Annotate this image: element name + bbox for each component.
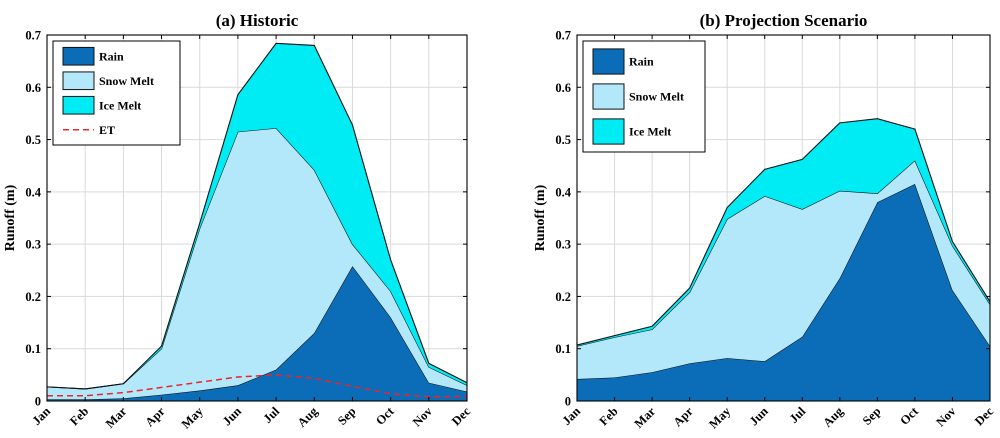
area-rain: [47, 266, 467, 401]
x-tick-label: Oct: [897, 404, 921, 428]
y-tick-label: 0.1: [25, 342, 41, 356]
y-tick-label: 0.3: [25, 238, 41, 252]
x-tick-label: Jul: [787, 404, 809, 426]
area-snow-melt: [577, 160, 990, 380]
area-edge-ice-melt: [46, 42, 468, 390]
chart-panel-a: 0 0.1 0.2 0.3 0.4 0.5 0.6 0.7 Jan Feb Mar Apr May Jun…: [3, 11, 473, 431]
line-et: [47, 374, 468, 398]
axes-frame: [46, 34, 468, 402]
legend-label: Ice Melt: [99, 98, 141, 112]
area-edge-ice-melt: [576, 118, 991, 346]
area-snow-melt: [47, 128, 467, 400]
x-tick-label: Aug: [820, 404, 846, 430]
areas: [46, 42, 468, 401]
area-ice-melt: [577, 118, 990, 347]
legend-label: Rain: [99, 49, 124, 63]
legend-swatch: [592, 48, 625, 75]
x-tick-label: Jul: [261, 404, 283, 426]
y-tick-label: 0.7: [25, 29, 41, 43]
x-tick-label: Apr: [143, 404, 168, 429]
x-tick-label: Mar: [103, 404, 130, 431]
x-tick-label: May: [706, 404, 734, 432]
y-tick-label: 0.6: [555, 81, 571, 95]
area-rain: [577, 184, 990, 401]
x-tick-label: Dec: [972, 404, 996, 428]
y-tick-label: 0.5: [555, 133, 571, 147]
y-tick-label: 0.2: [25, 290, 41, 304]
x-tick-label: Apr: [671, 404, 696, 429]
x-tick-label: Sep: [335, 404, 359, 428]
y-tick-label: 0.7: [555, 29, 571, 43]
legend-label: Rain: [629, 55, 654, 69]
chart-title: (a) Historic: [216, 11, 299, 30]
y-tick-label: 0.5: [25, 133, 41, 147]
x-tick-label: Dec: [449, 404, 473, 428]
legend: Rain Snow Melt Ice Melt: [582, 40, 706, 153]
y-tick-label: 0: [35, 395, 41, 409]
x-tick-label: Sep: [860, 404, 884, 428]
x-tick-label: Jan: [559, 404, 583, 428]
legend-label: Snow Melt: [99, 74, 154, 88]
y-axis: 0 0.1 0.2 0.3 0.4 0.5 0.6 0.7: [555, 29, 990, 409]
y-tick-label: 0.6: [25, 81, 41, 95]
legend-swatch: [62, 95, 95, 115]
x-tick-label: Aug: [295, 404, 321, 430]
x-tick-label: Jun: [220, 404, 244, 428]
legend-swatch: [62, 46, 95, 66]
axes-frame: [576, 34, 991, 402]
x-tick-label: Oct: [373, 404, 397, 428]
y-tick-label: 0.3: [555, 238, 571, 252]
y-tick-label: 0.4: [555, 185, 571, 199]
areas: [576, 118, 991, 401]
y-tick-label: 0: [565, 395, 571, 409]
y-axis: 0 0.1 0.2 0.3 0.4 0.5 0.6 0.7: [25, 29, 467, 409]
x-tick-label: Nov: [410, 404, 436, 430]
x-tick-label: Nov: [933, 404, 959, 430]
y-tick-label: 0.4: [25, 185, 41, 199]
legend-swatch: [592, 83, 625, 110]
y-axis-label: Runoff (m): [3, 184, 18, 251]
legend-swatch: [62, 71, 95, 91]
x-tick-label: Jan: [29, 404, 53, 428]
y-tick-label: 0.2: [555, 290, 571, 304]
x-tick-label: Feb: [67, 404, 91, 428]
legend-label: Snow Melt: [629, 90, 684, 104]
y-tick-label: 0.1: [555, 342, 571, 356]
legend-swatch: [592, 118, 625, 145]
legend-label: Ice Melt: [629, 125, 671, 139]
x-tick-label: Mar: [632, 404, 659, 431]
x-tick-label: May: [179, 404, 207, 432]
y-axis-label: Runoff (m): [533, 184, 548, 251]
x-tick-label: Feb: [597, 404, 621, 428]
chart-panel-b: 0 0.1 0.2 0.3 0.4 0.5 0.6 0.7 Jan Feb Mar Apr May Jun…: [533, 11, 996, 431]
legend: Rain Snow Melt Ice Melt ET: [52, 40, 181, 146]
chart-title: (b) Projection Scenario: [700, 11, 868, 30]
legend-label: ET: [99, 123, 115, 137]
x-tick-label: Jun: [747, 404, 771, 428]
